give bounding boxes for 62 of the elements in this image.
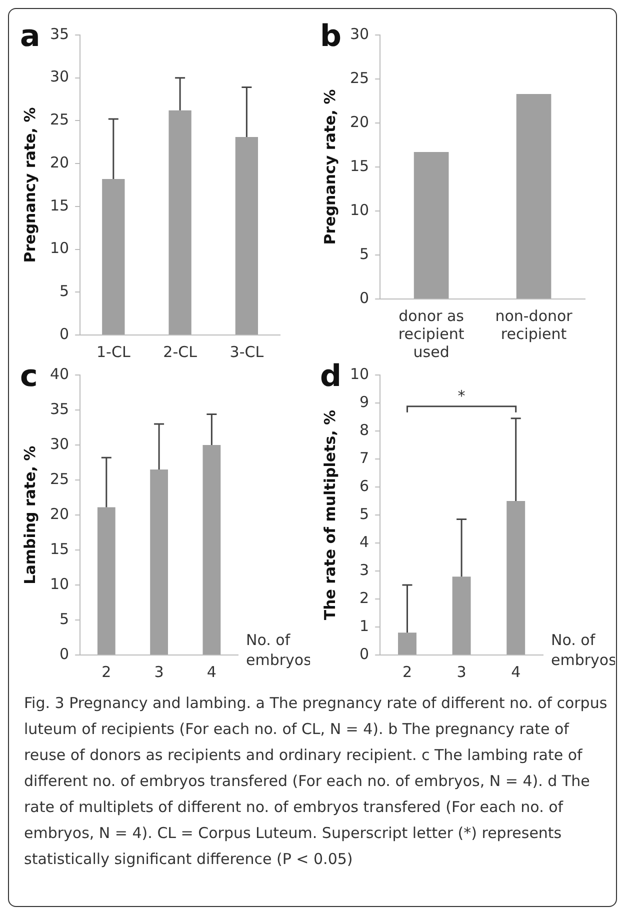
y-tick-label: 15 [350,156,370,175]
chart-title: d [320,358,342,394]
y-axis-title: The rate of multiplets, % [320,410,339,620]
y-tick-label: 5 [360,504,370,523]
bar [398,632,416,654]
y-tick-label: 5 [60,282,70,300]
bar [202,445,221,654]
chart-title: c [20,358,38,394]
y-tick-label: 10 [50,239,70,258]
y-tick-label: 30 [350,24,370,43]
y-tick-label: 10 [350,200,370,219]
y-tick-label: 0 [60,644,70,663]
y-axis-title: Pregnancy rate, % [20,107,39,263]
y-tick-label: 8 [360,420,370,439]
y-tick-label: 25 [50,470,70,488]
y-tick-label: 25 [50,110,70,129]
y-tick-label: 20 [50,504,70,523]
bar [506,501,526,654]
y-tick-label: 30 [50,68,70,86]
y-tick-label: 40 [50,364,70,383]
x-tick-label: 3 [154,662,164,681]
y-tick-label: 30 [50,434,70,453]
y-tick-label: 2 [360,588,370,607]
y-axis-title: Lambing rate, % [20,446,39,584]
annotation: * [458,386,466,405]
y-tick-label: 1 [360,616,370,635]
y-tick-label: 5 [60,610,70,628]
y-tick-label: 10 [50,574,70,593]
y-tick-label: 9 [360,392,370,411]
y-tick-label: 20 [350,112,370,131]
y-tick-label: 25 [350,68,370,87]
caption: Fig. 3 Pregnancy and lambing. a The pregnancy rate of different no. of corpus luteum of recipients (For each no. of CL, N = 4). b The pregnancy rate of reuse of donors as recipients and ordinary recipient. c The lambing rate of different no. of embryos transfered (For each no. of embryos, N = 4). d The rate of multiplets of different no. of embryos transfered (For each no. of embryos, N = 4). CL = Corpus Luteum. Superscript letter (*) represents statistically significant difference (P < 0.05) [24,693,608,870]
x-tick-label: 2-CL [163,342,198,361]
x-tick-label: 4 [511,662,521,681]
y-tick-label: 0 [360,288,370,307]
x-tick-label: 3 [456,662,466,681]
x-tick-label: 2 [102,662,112,681]
y-tick-label: 6 [360,476,370,495]
bar [97,507,116,654]
x-tick-label: 2 [402,662,412,681]
bar [452,576,471,654]
y-tick-label: 4 [360,532,370,551]
x-tick-label: 3-CL [230,342,264,361]
y-tick-label: 5 [360,244,370,263]
bar [150,470,168,654]
y-tick-label: 0 [360,644,370,663]
y-tick-label: 15 [50,540,70,558]
y-tick-label: 15 [50,196,70,214]
y-axis-title: Pregnancy rate, % [320,89,339,245]
y-tick-label: 35 [50,400,70,418]
y-tick-label: 7 [360,448,370,467]
y-tick-label: 35 [50,24,70,43]
chart-title: b [320,18,342,54]
chart-title: a [20,18,40,54]
y-tick-label: 0 [60,324,70,343]
x-tick-label: 4 [206,662,216,681]
y-tick-label: 20 [50,153,70,172]
x-tick-label: 1-CL [96,342,131,361]
x-tick-label: non-donor recipient [495,306,574,343]
x-tick-label: donor as recipient used [398,306,464,361]
y-tick-label: 10 [350,364,370,383]
y-tick-label: 3 [360,560,370,579]
